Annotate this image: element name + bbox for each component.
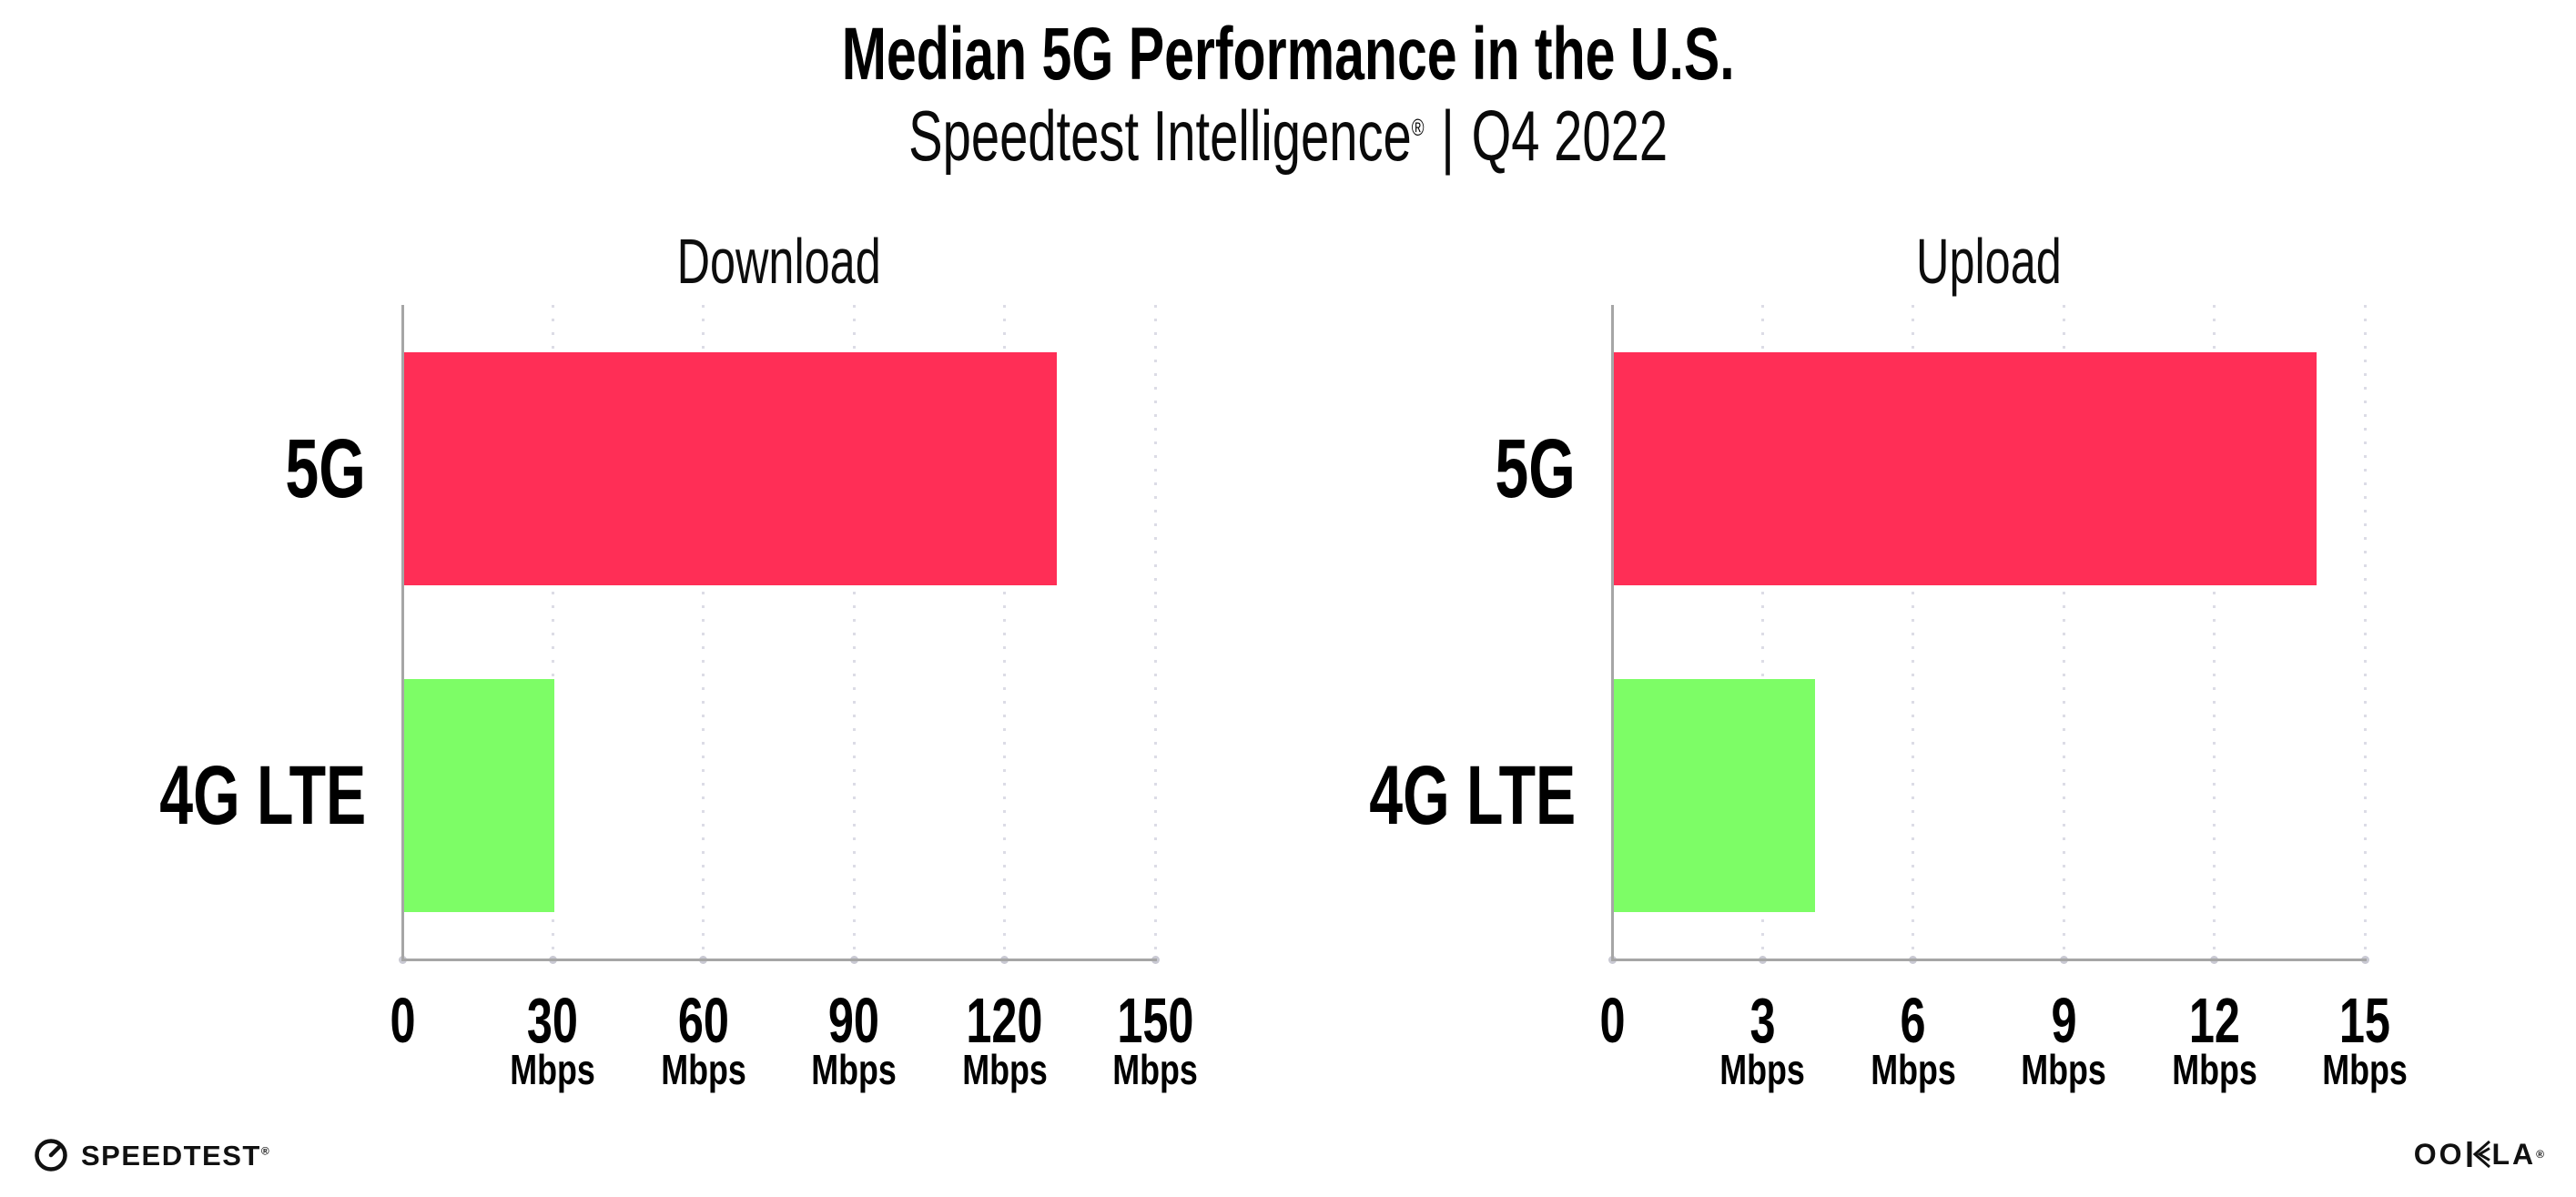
download-chart-title: Download (402, 229, 1155, 293)
x-tick-label: 60 (594, 989, 813, 1052)
page-title-text: Median 5G Performance in the U.S. (841, 13, 1735, 96)
upload-chart-title-text: Upload (1915, 226, 2062, 297)
x-tick-unit-label: Mbps (594, 1049, 813, 1090)
x-tick-unit-label-text: Mbps (2322, 1046, 2408, 1093)
x-tick-label: 120 (896, 989, 1114, 1052)
gridline (702, 305, 705, 959)
gridline (2062, 305, 2065, 959)
y-axis-spine (1610, 305, 1614, 961)
gridline (1912, 305, 1915, 959)
gridline (1003, 305, 1007, 959)
gridline (1153, 305, 1157, 959)
gridline (551, 305, 554, 959)
page-subtitle: Speedtest Intelligence® | Q4 2022 (0, 100, 2576, 171)
x-tick-label: 30 (443, 989, 662, 1052)
x-tick-unit-label: Mbps (2105, 1049, 2324, 1090)
download-bar-5g (404, 351, 1057, 585)
category-label-text: 4G LTE (159, 748, 366, 842)
download-category-label-5g: 5G (0, 352, 366, 585)
x-tick-label: 9 (1954, 989, 2173, 1052)
x-tick-unit-label: Mbps (2256, 1049, 2474, 1090)
x-tick-unit-label-text: Mbps (510, 1046, 596, 1093)
ookla-chevron-k-icon (2466, 1140, 2491, 1169)
x-tick-unit-label: Mbps (1804, 1049, 2023, 1090)
gridline (852, 305, 856, 959)
speedometer-gauge-icon (32, 1136, 70, 1174)
x-tick-unit-label: Mbps (896, 1049, 1114, 1090)
gridline (2213, 305, 2216, 959)
upload-bar-4g-lte (1614, 678, 1815, 912)
category-label-text: 5G (1495, 421, 1576, 515)
x-tick-unit-label: Mbps (443, 1049, 662, 1090)
x-tick-label-text: 3 (1749, 985, 1776, 1056)
speedtest-wordmark: SPEEDTEST (81, 1139, 261, 1172)
speedtest-trademark: ® (260, 1144, 271, 1158)
upload-category-label-4g-lte: 4G LTE (1175, 679, 1576, 912)
x-tick-label-text: 15 (2338, 985, 2391, 1056)
subtitle-period: Q4 2022 (1471, 96, 1668, 176)
x-tick-unit-label: Mbps (1046, 1049, 1264, 1090)
x-tick-label: 150 (1046, 989, 1264, 1052)
x-axis-baseline (1610, 959, 2367, 961)
x-tick-unit-label-text: Mbps (811, 1046, 898, 1093)
x-tick-label-text: 0 (1598, 985, 1626, 1056)
x-tick-unit-label-text: Mbps (2171, 1046, 2257, 1093)
subtitle-divider: | (1441, 96, 1455, 176)
x-tick-label-text: 150 (1116, 985, 1194, 1056)
x-tick-label: 12 (2105, 989, 2324, 1052)
ookla-logo: OO LA ® (2414, 1140, 2547, 1169)
x-tick-unit-label-text: Mbps (1112, 1046, 1198, 1093)
x-tick-unit-label-text: Mbps (2021, 1046, 2107, 1093)
ookla-wordmark-right: LA (2491, 1138, 2537, 1171)
category-label-text: 4G LTE (1369, 748, 1576, 842)
speedtest-logo-text: SPEEDTEST® (81, 1141, 270, 1170)
page-subtitle-text: Speedtest Intelligence® | Q4 2022 (908, 100, 1668, 171)
download-bar-4g-lte (404, 678, 555, 912)
x-tick-label: 0 (293, 989, 512, 1052)
upload-category-label-5g: 5G (1175, 352, 1576, 585)
x-tick-unit-label: Mbps (1653, 1049, 1871, 1090)
x-tick-unit-label-text: Mbps (1719, 1046, 1806, 1093)
ookla-logo-text: OO LA ® (2413, 1138, 2547, 1171)
x-tick-label: 90 (745, 989, 963, 1052)
x-tick-unit-label-text: Mbps (1870, 1046, 1956, 1093)
download-chart-title-text: Download (676, 226, 881, 297)
x-tick-label-text: 90 (828, 985, 880, 1056)
x-tick-unit-label: Mbps (1954, 1049, 2173, 1090)
x-tick-label-text: 12 (2188, 985, 2240, 1056)
x-tick-label-text: 30 (527, 985, 579, 1056)
x-tick-label-text: 120 (966, 985, 1043, 1056)
upload-bar-5g (1614, 351, 2317, 585)
x-tick-label-text: 9 (2051, 985, 2077, 1056)
x-tick-label-text: 0 (389, 985, 416, 1056)
category-label-text: 5G (285, 421, 366, 515)
x-axis-baseline (401, 959, 1157, 961)
gridline (2363, 305, 2367, 959)
x-tick-label: 15 (2256, 989, 2474, 1052)
registered-mark: ® (1411, 114, 1425, 141)
x-tick-label-text: 60 (677, 985, 729, 1056)
x-tick-unit-label-text: Mbps (961, 1046, 1048, 1093)
subtitle-brand: Speedtest Intelligence (908, 96, 1412, 176)
ookla-wordmark-left: OO (2413, 1138, 2465, 1171)
x-tick-label-text: 6 (1900, 985, 1926, 1056)
page-title: Median 5G Performance in the U.S. (0, 17, 2576, 92)
speedtest-logo: SPEEDTEST® (32, 1136, 270, 1174)
x-tick-label: 3 (1653, 989, 1871, 1052)
x-tick-unit-label: Mbps (745, 1049, 963, 1090)
x-tick-label: 6 (1804, 989, 2023, 1052)
y-axis-spine (401, 305, 404, 961)
x-tick-label: 0 (1503, 989, 1721, 1052)
download-category-label-4g-lte: 4G LTE (0, 679, 366, 912)
x-tick-unit-label-text: Mbps (660, 1046, 746, 1093)
gridline (1760, 305, 1764, 959)
upload-chart-title: Upload (1612, 229, 2365, 293)
